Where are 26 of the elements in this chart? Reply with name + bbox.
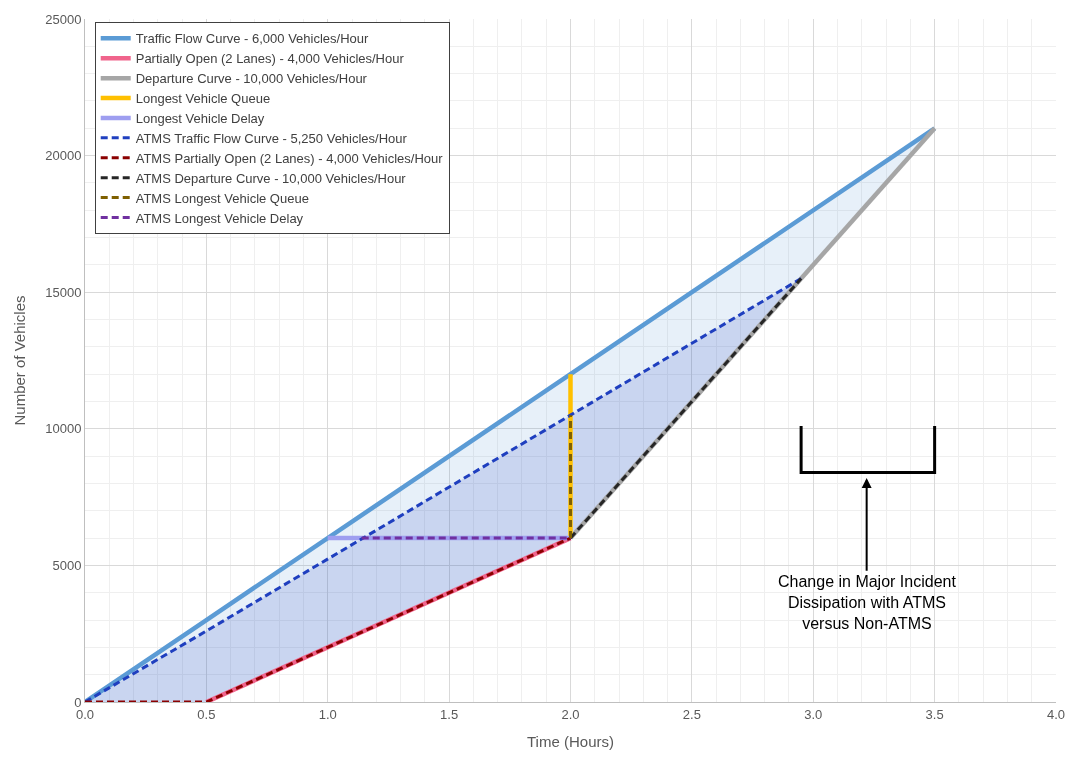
x-tick-label: 0.5 [197, 706, 216, 722]
y-tick-label: 15000 [45, 284, 82, 300]
x-tick-label: 3.5 [925, 706, 944, 722]
legend-label: ATMS Traffic Flow Curve - 5,250 Vehicles/Hour [135, 130, 408, 146]
legend-label: Traffic Flow Curve - 6,000 Vehicles/Hour [135, 31, 370, 47]
x-axis-title: Time (Hours) [527, 732, 614, 750]
legend-label: Longest Vehicle Queue [135, 91, 271, 107]
y-axis-title: Number of Vehicles [11, 295, 29, 426]
legend-label: Partially Open (2 Lanes) - 4,000 Vehicles/Hour [135, 51, 405, 67]
y-tick-label: 20000 [45, 148, 82, 164]
y-tick-label: 25000 [45, 11, 82, 27]
annotation: Change in Major Incident Dissipation with ATMS versus Non-ATMS [778, 573, 957, 632]
legend-label: ATMS Longest Vehicle Delay [135, 210, 304, 226]
legend-label: Longest Vehicle Delay [135, 111, 265, 127]
x-tick-label: 3.0 [804, 706, 823, 722]
legend-label: ATMS Partially Open (2 Lanes) - 4,000 Vehicles/Hour [135, 150, 444, 166]
x-tick-label: 2.0 [561, 706, 580, 722]
x-tick-label: 1.5 [440, 706, 459, 722]
y-tick-label: 5000 [52, 557, 82, 573]
legend-label: Departure Curve - 10,000 Vehicles/Hour [135, 71, 368, 87]
x-tick-label: 2.5 [682, 706, 701, 722]
x-tick-label: 4.0 [1046, 706, 1066, 722]
y-tick-label: 10000 [45, 421, 82, 437]
x-tick-label: 1.0 [318, 706, 337, 722]
legend-label: ATMS Longest Vehicle Queue [135, 190, 309, 206]
legend-label: ATMS Departure Curve - 10,000 Vehicles/Hour [135, 170, 407, 186]
